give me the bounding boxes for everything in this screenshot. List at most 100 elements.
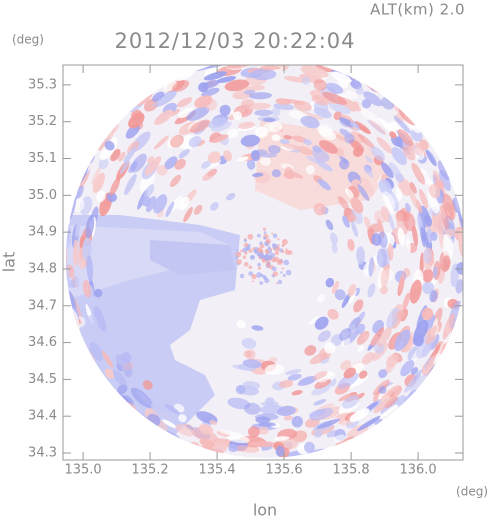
radar-echo bbox=[264, 364, 285, 376]
radar-echo bbox=[361, 351, 375, 365]
radar-echo bbox=[275, 282, 278, 285]
radar-echo bbox=[271, 232, 274, 235]
radar-echo bbox=[144, 156, 162, 176]
radar-echo bbox=[165, 201, 175, 218]
radar-echo bbox=[136, 92, 153, 106]
radar-echo bbox=[309, 352, 328, 365]
radar-echo bbox=[330, 71, 352, 83]
y-tick-label: 35.0 bbox=[28, 188, 57, 203]
radar-echo bbox=[243, 261, 249, 267]
radar-echo bbox=[373, 396, 395, 414]
radar-echo bbox=[300, 115, 320, 129]
radar-echo bbox=[240, 249, 243, 253]
radar-echo bbox=[350, 197, 364, 214]
radar-echo bbox=[111, 124, 120, 134]
radar-echo bbox=[422, 281, 435, 295]
radar-echo bbox=[397, 129, 414, 147]
radar-echo bbox=[271, 134, 281, 142]
radar-echo bbox=[272, 271, 279, 277]
radar-echo bbox=[291, 390, 303, 396]
radar-echo bbox=[146, 196, 157, 213]
radar-echo bbox=[386, 354, 399, 368]
radar-echo bbox=[353, 299, 364, 313]
radar-echo bbox=[380, 285, 388, 295]
radar-echo bbox=[314, 316, 329, 330]
radar-echo bbox=[325, 219, 334, 231]
radar-echo bbox=[387, 243, 394, 261]
radar-echo bbox=[120, 159, 130, 174]
y-tick-label: 35.3 bbox=[28, 77, 57, 92]
radar-echo bbox=[257, 262, 261, 267]
radar-echo bbox=[368, 257, 375, 277]
radar-echo bbox=[153, 135, 169, 150]
radar-echo bbox=[224, 79, 250, 92]
radar-echo bbox=[300, 111, 324, 120]
x-unit: (deg) bbox=[456, 485, 488, 499]
radar-echo bbox=[164, 156, 178, 170]
radar-echo bbox=[104, 140, 115, 151]
radar-echo bbox=[269, 248, 272, 251]
radar-echo bbox=[394, 329, 411, 352]
radar-echo bbox=[423, 354, 437, 374]
radar-echo bbox=[338, 159, 350, 170]
radar-echo bbox=[66, 231, 67, 243]
radar-echo bbox=[259, 65, 281, 70]
radar-echo bbox=[349, 408, 370, 423]
radar-echo bbox=[422, 268, 434, 283]
radar-echo bbox=[254, 413, 279, 421]
radar-echo bbox=[242, 381, 261, 390]
radar-echo bbox=[241, 337, 257, 349]
radar-echo bbox=[257, 247, 263, 253]
radar-echo bbox=[278, 259, 283, 264]
radar-echo bbox=[433, 266, 438, 279]
radar-echo bbox=[258, 422, 276, 427]
x-tick-label: 135.4 bbox=[198, 463, 235, 478]
radar-echo bbox=[419, 139, 429, 150]
radar-echo bbox=[304, 345, 317, 356]
radar-echo bbox=[193, 204, 203, 215]
radar-echo bbox=[139, 172, 155, 193]
radar-echo bbox=[277, 279, 283, 285]
radar-echo bbox=[73, 198, 85, 213]
radar-echo bbox=[265, 243, 268, 247]
radar-echo bbox=[277, 244, 280, 247]
radar-echo bbox=[427, 189, 440, 214]
radar-echo bbox=[96, 126, 116, 151]
y-tick-label: 34.5 bbox=[28, 372, 57, 387]
y-tick-label: 35.1 bbox=[28, 151, 57, 166]
radar-echo bbox=[331, 280, 340, 294]
radar-echo bbox=[300, 65, 329, 79]
radar-echo bbox=[429, 290, 438, 303]
radar-echo bbox=[274, 436, 290, 441]
y-tick-label: 34.8 bbox=[28, 261, 57, 276]
radar-echo bbox=[258, 256, 262, 260]
radar-echo bbox=[211, 134, 229, 144]
radar-echo bbox=[334, 289, 346, 301]
radar-echo bbox=[262, 227, 267, 231]
radar-echo bbox=[252, 172, 264, 178]
radar-echo bbox=[313, 202, 326, 216]
radar-echo bbox=[339, 128, 352, 138]
radar-echo bbox=[98, 158, 109, 170]
radar-echo bbox=[123, 147, 137, 164]
radar-echo bbox=[370, 146, 385, 162]
radar-echo bbox=[203, 71, 227, 81]
radar-echo bbox=[442, 234, 454, 261]
radar-echo bbox=[125, 124, 140, 139]
radar-echo bbox=[350, 122, 358, 128]
x-tick-label: 136.0 bbox=[399, 463, 436, 478]
radar-echo bbox=[188, 136, 202, 148]
radar-echo bbox=[226, 128, 239, 139]
radar-echo bbox=[198, 424, 214, 435]
radar-echo bbox=[89, 342, 103, 362]
radar-echo bbox=[243, 350, 252, 358]
radar-echo bbox=[248, 265, 253, 270]
radar-echo bbox=[311, 148, 330, 163]
radar-echo bbox=[201, 160, 212, 169]
y-tick-label: 34.4 bbox=[28, 409, 57, 424]
radar-echo bbox=[112, 370, 127, 386]
radar-image bbox=[66, 65, 463, 458]
radar-echo bbox=[341, 292, 351, 308]
radar-echo bbox=[156, 165, 168, 176]
radar-echo bbox=[324, 342, 336, 354]
